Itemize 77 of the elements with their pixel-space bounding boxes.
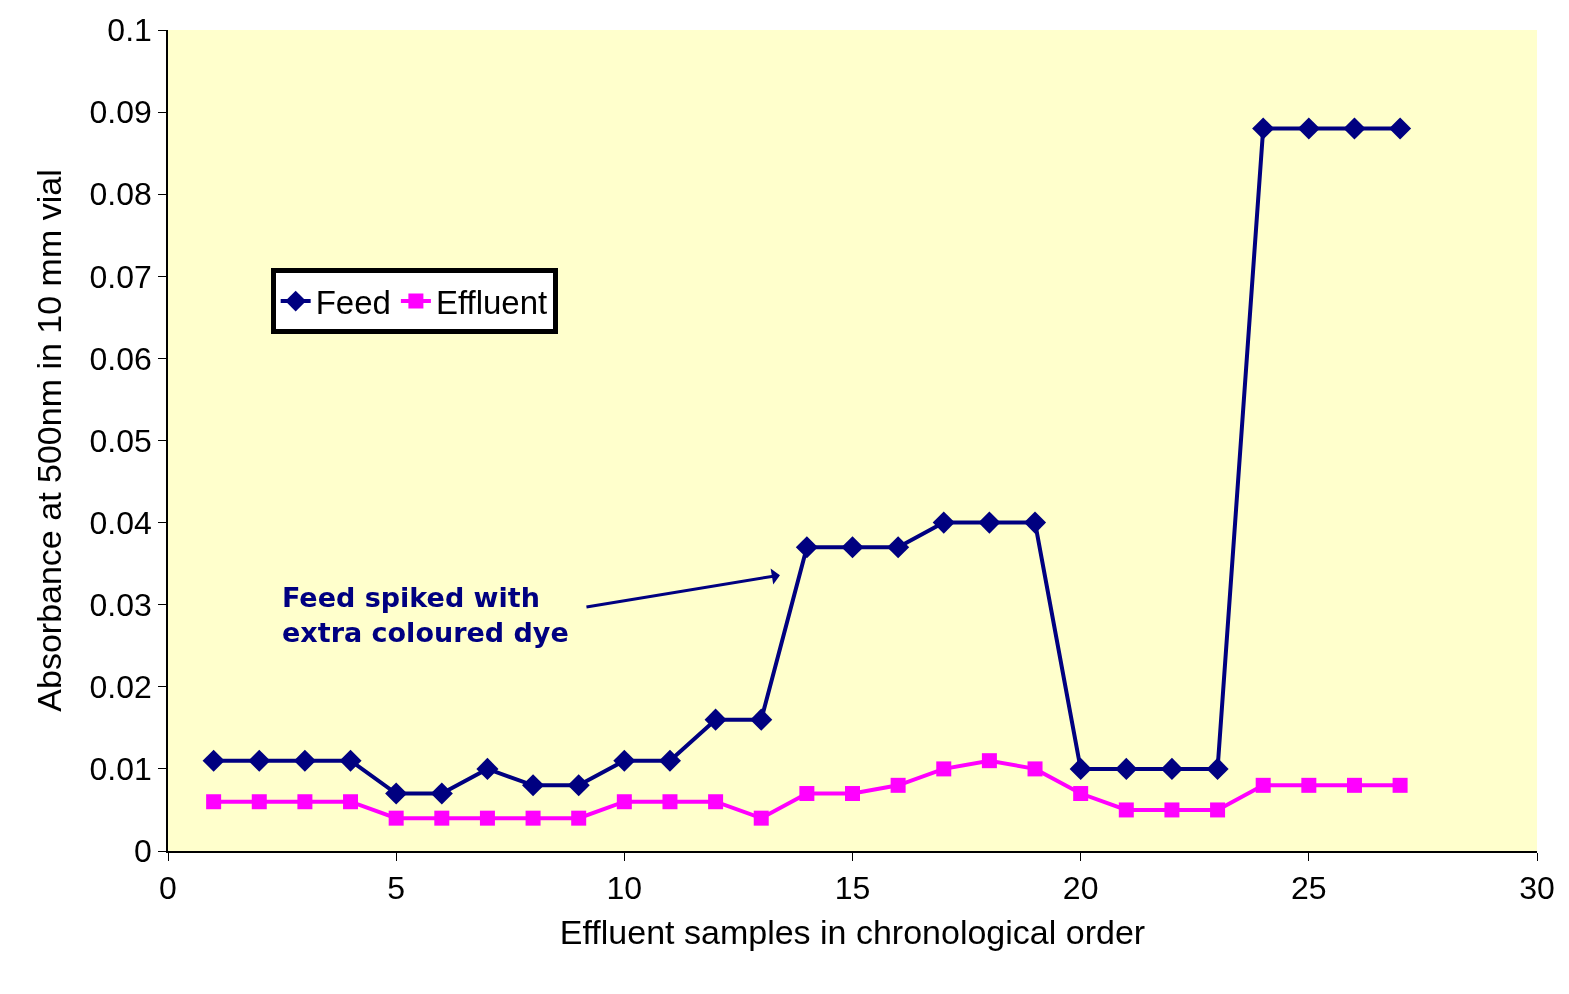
x-tick-label: 0: [159, 870, 177, 907]
point: [1160, 757, 1183, 780]
point: [567, 774, 590, 797]
point: [704, 708, 727, 731]
point: [476, 757, 499, 780]
x-tick-label: 10: [606, 870, 643, 907]
y-axis-title: Absorbance at 500nm in 10 mm vial: [29, 169, 68, 712]
point: [795, 536, 818, 559]
point: [613, 749, 636, 772]
point: [981, 753, 997, 769]
x-tick-label: 30: [1519, 870, 1555, 907]
point: [479, 810, 495, 826]
point: [202, 749, 225, 772]
point: [662, 794, 678, 810]
point: [430, 782, 453, 805]
y-tick-label: 0.08: [89, 176, 152, 213]
point: [206, 794, 222, 810]
point: [1210, 802, 1226, 818]
point: [434, 810, 450, 826]
point: [887, 536, 910, 559]
point: [1255, 777, 1271, 793]
legend-label: Feed: [315, 283, 391, 321]
point: [890, 777, 906, 793]
x-axis-title: Effluent samples in chronological order: [559, 912, 1146, 951]
point: [1297, 117, 1320, 140]
point: [297, 794, 313, 810]
x-tick-label: 20: [1062, 870, 1099, 907]
y-tick-label: 0.02: [89, 669, 152, 705]
x-tick-label: 5: [387, 870, 406, 907]
point: [385, 782, 408, 805]
x-tick-label: 15: [834, 870, 871, 907]
y-tick-label: 0.1: [107, 12, 152, 49]
point: [1027, 761, 1043, 777]
y-tick-label: 0.03: [89, 586, 152, 623]
point: [978, 511, 1001, 534]
point: [1164, 802, 1180, 818]
point: [1073, 786, 1089, 802]
point: [339, 749, 362, 772]
point: [1392, 777, 1408, 793]
point: [753, 810, 769, 826]
x-tick-label: 25: [1291, 870, 1327, 907]
y-tick-label: 0.01: [89, 751, 152, 788]
point: [293, 749, 316, 772]
point: [1252, 117, 1275, 140]
point: [248, 749, 271, 772]
y-tick-label: 0: [134, 833, 152, 870]
point: [932, 511, 955, 534]
point: [1115, 757, 1138, 780]
point: [571, 810, 587, 826]
y-tick-label: 0.05: [89, 422, 152, 459]
point: [1389, 117, 1412, 140]
legend-label: Effluent: [435, 283, 548, 321]
point: [1301, 777, 1317, 793]
point: [936, 761, 952, 777]
point: [1118, 802, 1134, 818]
point: [251, 794, 267, 810]
annotation: Feed spiked with extra coloured dye: [282, 582, 569, 649]
y-tick-label: 0.07: [89, 258, 152, 295]
point: [1346, 777, 1362, 793]
point: [708, 794, 724, 810]
point: [658, 749, 682, 772]
point: [522, 774, 545, 797]
point: [388, 810, 404, 826]
y-tick-label: 0.04: [89, 504, 152, 541]
point: [343, 794, 359, 810]
point: [750, 708, 773, 731]
point: [525, 810, 541, 826]
y-tick-label: 0.06: [89, 340, 152, 377]
point: [616, 794, 632, 810]
point: [1069, 757, 1092, 780]
point: [1023, 511, 1047, 534]
point: [1343, 117, 1366, 140]
point: [841, 536, 864, 559]
point: [799, 786, 815, 802]
y-tick-label: 0.09: [89, 94, 152, 131]
point: [1206, 757, 1229, 780]
point: [845, 786, 860, 802]
